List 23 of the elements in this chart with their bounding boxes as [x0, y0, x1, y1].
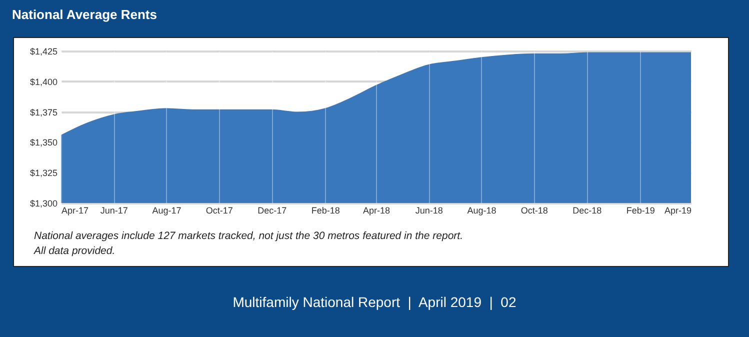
- x-tick-label: Apr-17: [62, 206, 89, 216]
- x-tick-label: Dec-18: [572, 206, 602, 216]
- y-tick-label: $1,300: [30, 198, 58, 208]
- chart-title: National Average Rents: [12, 7, 157, 22]
- y-tick-label: $1,425: [30, 46, 58, 56]
- x-tick-label: Apr-19: [664, 206, 692, 216]
- x-tick-label: Dec-17: [258, 206, 287, 216]
- x-tick-label: Jun-17: [100, 206, 128, 216]
- x-tick-label: Jun-18: [415, 206, 443, 216]
- text: National averages include 127 markets tracked, not just the 30 metros featured in the report.: [34, 230, 463, 242]
- x-tick-label: Oct-17: [206, 206, 233, 216]
- text: All data provided.: [34, 245, 116, 257]
- x-tick-label: Feb-19: [626, 206, 655, 216]
- text: Multifamily National Report | April 2019 | 02: [232, 294, 518, 310]
- y-tick-label: $1,400: [30, 76, 58, 87]
- y-tick-label: $1,350: [30, 138, 58, 148]
- y-tick-label: $1,325: [30, 168, 58, 178]
- x-tick-label: Aug-17: [152, 206, 182, 216]
- x-tick-label: Feb-18: [311, 206, 340, 216]
- x-tick-label: Aug-18: [467, 206, 496, 216]
- x-tick-label: Apr-18: [362, 206, 390, 216]
- x-tick-label: Oct-18: [520, 206, 548, 216]
- y-tick-label: $1,375: [30, 107, 58, 118]
